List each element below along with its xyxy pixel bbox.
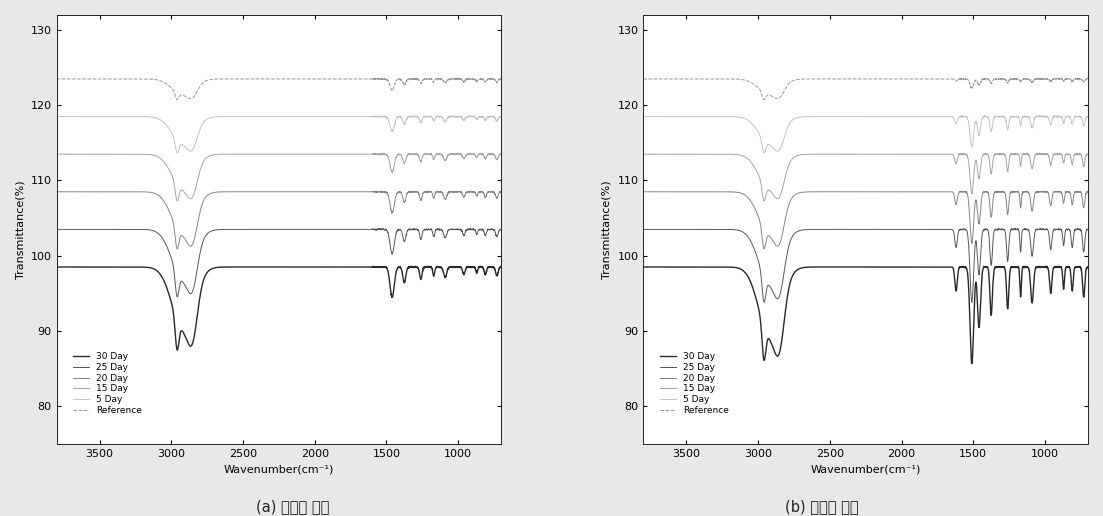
X-axis label: Wavenumber(cm⁻¹): Wavenumber(cm⁻¹) [811, 464, 921, 474]
Legend: 30 Day, 25 Day, 20 Day, 15 Day, 5 Day, Reference: 30 Day, 25 Day, 20 Day, 15 Day, 5 Day, R… [69, 349, 144, 418]
X-axis label: Wavenumber(cm⁻¹): Wavenumber(cm⁻¹) [224, 464, 334, 474]
Y-axis label: Transmittance(%): Transmittance(%) [15, 180, 25, 279]
Legend: 30 Day, 25 Day, 20 Day, 15 Day, 5 Day, Reference: 30 Day, 25 Day, 20 Day, 15 Day, 5 Day, R… [656, 349, 731, 418]
Text: (a) 지지층 소재: (a) 지지층 소재 [256, 499, 329, 514]
Text: (b) 표면층 소재: (b) 표면층 소재 [785, 499, 858, 514]
Y-axis label: Transmittance(%): Transmittance(%) [602, 180, 612, 279]
